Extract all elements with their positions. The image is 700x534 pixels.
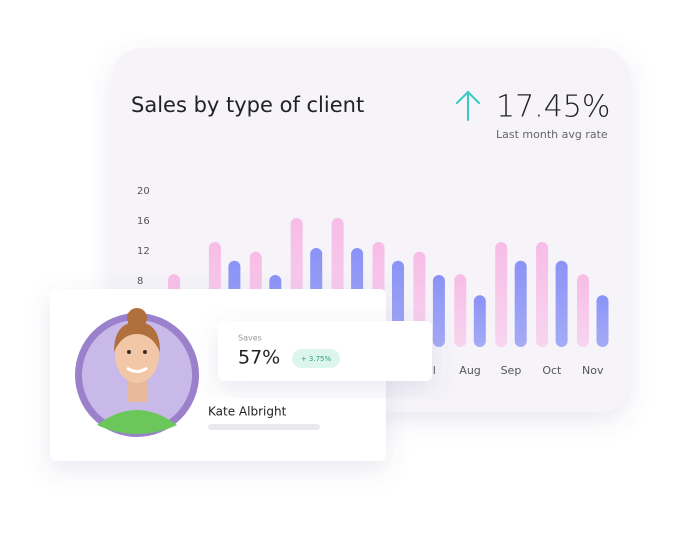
bar: [555, 260, 568, 347]
bar: [432, 275, 445, 347]
x-tick-label: Aug: [459, 364, 480, 377]
bar: [536, 242, 549, 347]
bar: [454, 274, 467, 347]
x-tick-label: Nov: [582, 364, 604, 377]
kpi-value: 17.45%: [496, 90, 610, 125]
profile-name: Kate Albright: [208, 405, 287, 419]
bar: [495, 242, 508, 347]
bar: [596, 295, 609, 347]
y-tick-label: 20: [137, 186, 150, 197]
bar: [473, 295, 486, 347]
kpi-arrow: [456, 90, 480, 121]
chart-title: Sales by type of client: [131, 93, 364, 117]
kpi-label: Last month avg rate: [496, 128, 608, 141]
avatar: [75, 308, 199, 437]
x-tick-label: Oct: [542, 364, 562, 377]
saves-label: Saves: [238, 334, 262, 343]
saves-change: + 3.75%: [301, 355, 332, 363]
saves-value: 57%: [238, 347, 280, 369]
y-tick-label: 16: [137, 216, 150, 227]
y-tick-label: 8: [137, 276, 143, 287]
bar: [514, 260, 527, 347]
placeholder-bar: [208, 424, 320, 430]
y-tick-label: 12: [137, 246, 150, 257]
x-tick-label: Sep: [501, 364, 522, 377]
change-badge: [292, 349, 340, 368]
bar: [577, 274, 589, 347]
